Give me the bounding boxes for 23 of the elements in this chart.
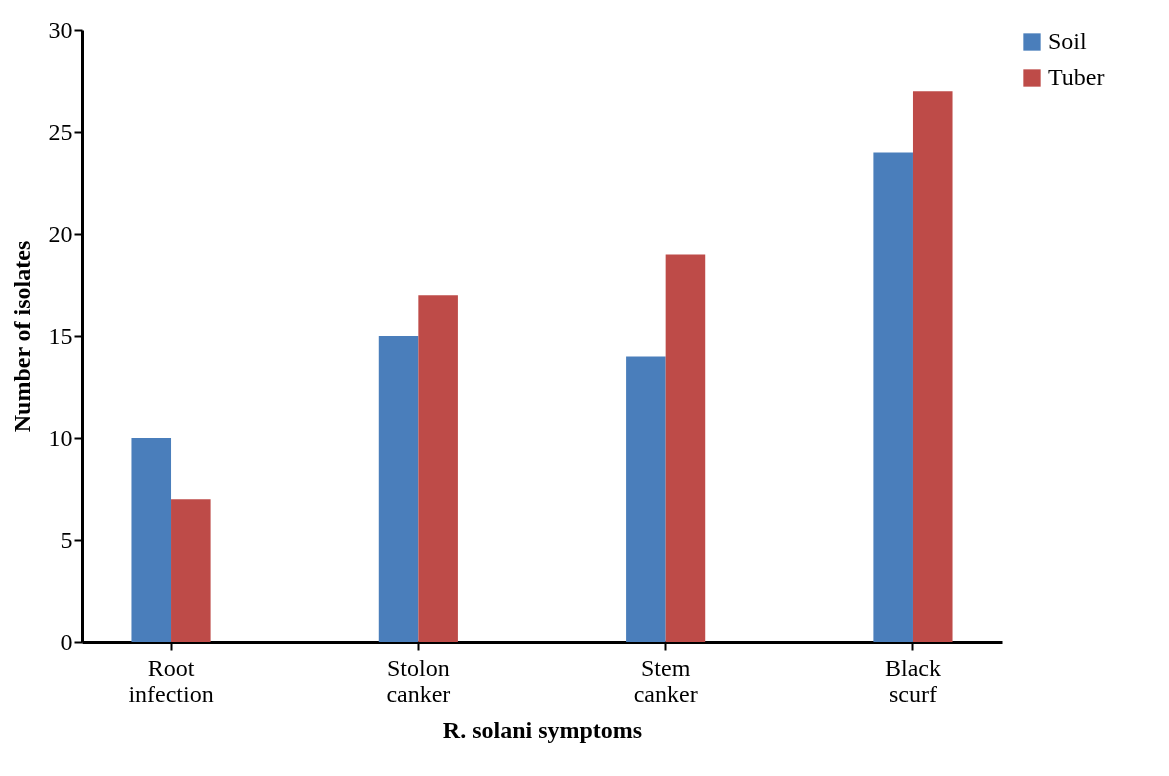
bar	[873, 152, 913, 642]
y-tick-label: 10	[48, 424, 73, 451]
y-tick-label: 20	[48, 220, 73, 247]
bar	[378, 336, 419, 642]
bar	[912, 91, 953, 642]
x-tick-label: Black scurf	[884, 654, 941, 707]
x-tick-label: Stem canker	[633, 654, 698, 707]
x-tick-label: Root infection	[128, 654, 214, 707]
legend-label: Soil	[1048, 28, 1088, 54]
bar	[131, 438, 172, 642]
bar	[665, 254, 706, 642]
y-tick-label: 5	[60, 526, 73, 553]
legend-label: Tuber	[1048, 64, 1105, 90]
y-tick-label: 30	[48, 16, 73, 43]
bar	[626, 356, 666, 642]
x-tick-label: Stolon canker	[386, 654, 451, 707]
y-tick-label: 25	[48, 118, 73, 145]
y-tick-label: 15	[48, 322, 73, 349]
bar	[171, 499, 211, 642]
y-axis-title: Number of isolates	[8, 240, 35, 433]
bar	[418, 295, 458, 642]
x-axis-title: R. solani symptoms	[442, 716, 643, 743]
y-tick-label: 0	[60, 628, 73, 655]
